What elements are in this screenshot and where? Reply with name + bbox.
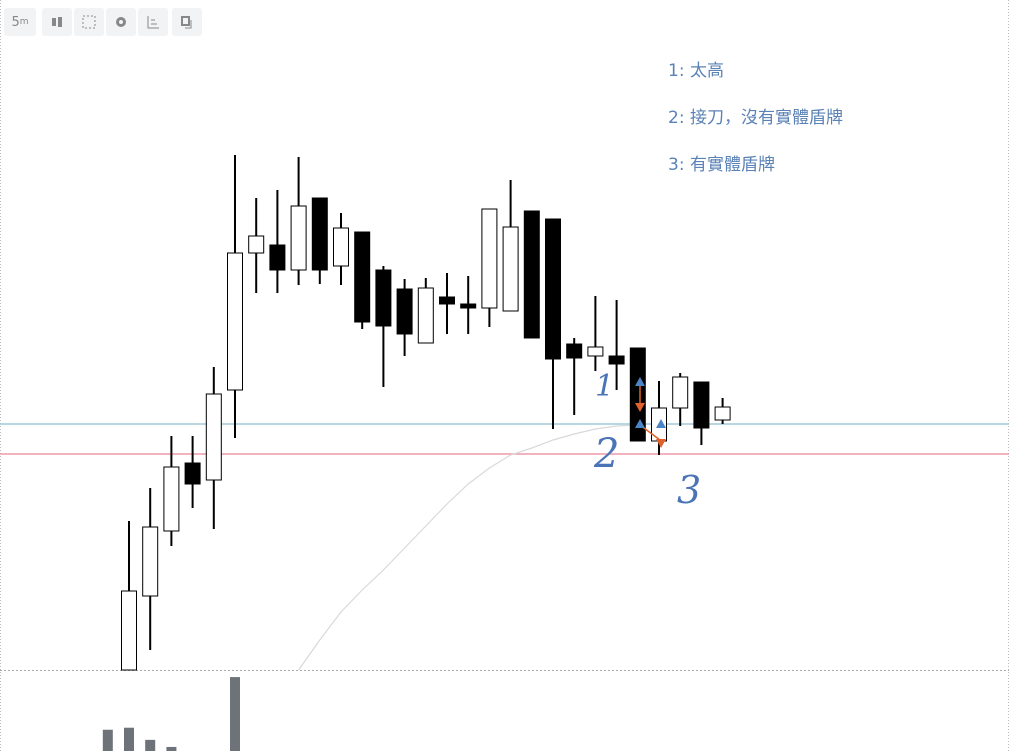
candle-body [417, 287, 434, 344]
candle-body [269, 244, 286, 271]
candle-body [354, 231, 371, 323]
axis-button[interactable] [138, 8, 168, 36]
candle-body [184, 462, 201, 485]
interval-unit: m [19, 17, 29, 27]
candle-body [693, 381, 710, 429]
signals [635, 377, 666, 448]
candle-body [248, 235, 265, 254]
candle-body [142, 526, 159, 597]
candle-type-button[interactable] [42, 8, 72, 36]
interval: 5 [11, 14, 20, 30]
hand-note: 2 [593, 431, 619, 477]
handwriting: 1 2 3 [593, 369, 701, 512]
candle-body [672, 376, 689, 409]
candle-body [608, 355, 625, 365]
candle-body [502, 226, 519, 312]
volume-bar [124, 727, 134, 751]
candle-body [629, 347, 646, 442]
candle-body [396, 288, 413, 335]
signal-marker [656, 419, 666, 428]
hand-note: 3 [677, 468, 701, 512]
candle-body [439, 296, 455, 305]
candle-body [290, 205, 307, 271]
candle-body [481, 208, 498, 309]
candle-body [587, 346, 604, 357]
layout-button[interactable] [172, 8, 202, 36]
candle-body [163, 466, 180, 532]
signal-marker [635, 403, 645, 412]
volume-bar [166, 746, 177, 751]
annotation: 3: 有實體盾牌 [668, 155, 775, 175]
candle-body [460, 303, 477, 309]
candle-body [566, 343, 583, 359]
annotation: 1: 太高 [668, 61, 724, 81]
candle-body [311, 197, 328, 271]
candle-body [375, 269, 392, 327]
annotation: 2: 接刀，沒有實體盾牌 [668, 108, 843, 128]
signal-marker [635, 377, 645, 386]
hand-note: 1 [595, 369, 614, 404]
settings-button[interactable] [106, 8, 136, 36]
candle-body [523, 210, 540, 339]
moving-average [298, 424, 638, 671]
candle-body [333, 227, 349, 267]
volume-bar [145, 739, 156, 751]
volume-bar [230, 677, 240, 751]
annotations: 1: 太高 2: 接刀，沒有實體盾牌 3: 有實體盾牌 [668, 61, 843, 175]
volume-bar [102, 729, 113, 751]
signal-marker [656, 439, 666, 448]
candle-body [205, 393, 222, 481]
signal-marker [635, 419, 645, 428]
candle-body [227, 252, 243, 391]
candle-body [714, 406, 731, 421]
select-button[interactable] [74, 8, 104, 36]
candle-body [121, 590, 137, 671]
candle-body [545, 218, 561, 360]
